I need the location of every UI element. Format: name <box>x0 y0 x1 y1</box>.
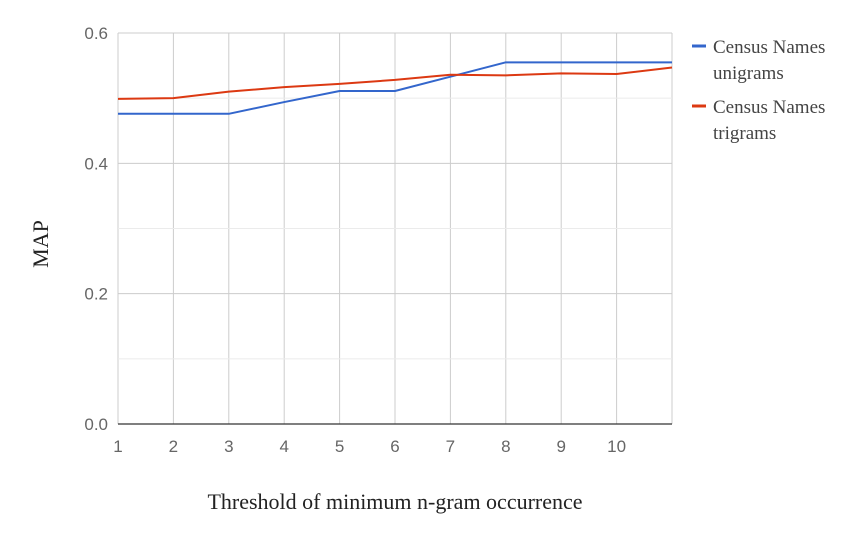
legend-label: unigrams <box>713 63 784 84</box>
legend-label: trigrams <box>713 123 776 144</box>
y-tick-label: 0.2 <box>84 285 108 304</box>
y-axis-title: MAP <box>28 220 53 268</box>
x-tick-label: 3 <box>224 437 233 456</box>
series-lines <box>117 61 673 115</box>
grid-lines <box>117 32 673 424</box>
x-tick-label: 9 <box>556 437 565 456</box>
y-tick-label: 0.4 <box>84 154 108 173</box>
series-line-1 <box>118 61 672 115</box>
tick-labels: 0.0 0.2 0.4 0.6 1 2 3 4 5 6 7 8 9 10 <box>84 24 626 456</box>
x-tick-label: 2 <box>169 437 178 456</box>
y-tick-label: 0.6 <box>84 24 108 43</box>
x-tick-label: 4 <box>279 437 288 456</box>
x-tick-label: 6 <box>390 437 399 456</box>
x-tick-label: 10 <box>607 437 626 456</box>
legend-label: Census Names <box>713 37 825 58</box>
x-tick-label: 7 <box>446 437 455 456</box>
y-tick-label: 0.0 <box>84 415 108 434</box>
x-axis-title: Threshold of minimum n-gram occurrence <box>207 489 582 514</box>
x-tick-label: 5 <box>335 437 344 456</box>
x-tick-label: 1 <box>113 437 122 456</box>
legend: Census Names unigrams Census Names trigrams <box>692 37 825 144</box>
legend-label: Census Names <box>713 97 825 118</box>
x-tick-label: 8 <box>501 437 510 456</box>
series-line-2 <box>117 66 673 100</box>
